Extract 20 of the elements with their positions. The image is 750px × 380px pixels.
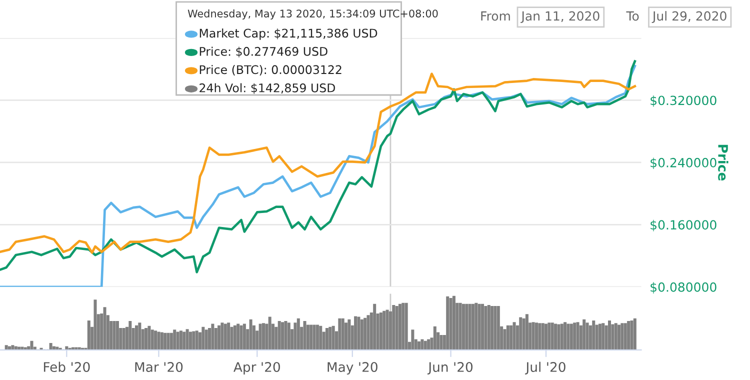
x-tick-label: Apr '20	[234, 362, 280, 375]
text: From	[481, 11, 510, 21]
annotation: Price: $0.277469 USD	[200, 46, 328, 58]
x-tick-label: Jun '20	[427, 362, 473, 374]
y-axis-title: Price	[718, 144, 728, 181]
y-tick-label: $0.160000	[650, 220, 716, 232]
y-tick-label: $0.080000	[650, 282, 716, 294]
text: Jul 29, 2020	[652, 11, 726, 24]
text: Wednesday, May 13 2020, 15:34:09 UTC+08:00	[188, 9, 438, 20]
text: To	[626, 11, 639, 21]
text: Jan 11, 2020	[520, 11, 600, 24]
y-tick-label: $0.240000	[650, 158, 716, 170]
annotation: Market Cap: $21,115,386 USD	[200, 28, 378, 40]
x-tick-label: Feb '20	[44, 362, 90, 372]
annotation: 24h Vol: $142,859 USD	[200, 83, 336, 94]
x-tick-label: Mar '20	[135, 362, 183, 372]
x-tick-label: Jul '20	[525, 362, 566, 374]
annotation: Price (BTC): 0.00003122	[200, 64, 342, 76]
y-tick-label: $0.320000	[650, 95, 716, 107]
x-tick-label: May '20	[328, 362, 378, 375]
